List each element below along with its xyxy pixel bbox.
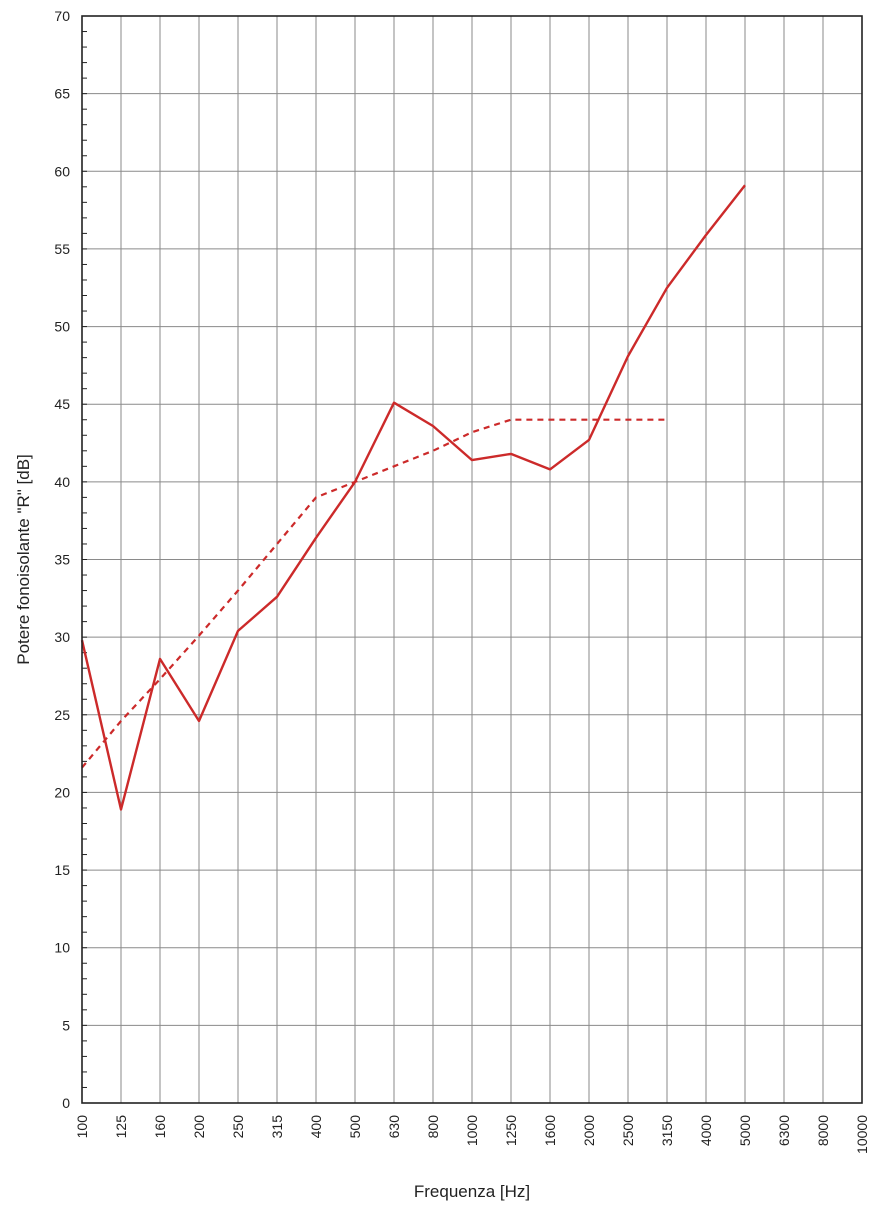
x-tick-label: 10000	[854, 1115, 870, 1154]
x-tick-label: 1000	[464, 1115, 480, 1146]
x-tick-label: 2500	[620, 1115, 636, 1146]
y-tick-label: 5	[62, 1017, 70, 1033]
y-tick-label: 0	[62, 1095, 70, 1111]
y-tick-label: 15	[54, 862, 70, 878]
x-tick-label: 8000	[815, 1115, 831, 1146]
x-tick-label: 400	[308, 1115, 324, 1139]
x-tick-label: 3150	[659, 1115, 675, 1146]
x-tick-label: 6300	[776, 1115, 792, 1146]
x-tick-label: 800	[425, 1115, 441, 1139]
y-tick-label: 50	[54, 319, 70, 335]
y-tick-label: 40	[54, 474, 70, 490]
series-layer	[80, 184, 746, 811]
x-tick-label: 160	[152, 1115, 168, 1139]
y-tick-label: 30	[54, 629, 70, 645]
y-tick-label: 25	[54, 707, 70, 723]
y-tick-label: 35	[54, 552, 70, 568]
x-tick-label: 250	[230, 1115, 246, 1139]
x-tick-label: 630	[386, 1115, 402, 1139]
x-tick-label: 500	[347, 1115, 363, 1139]
x-axis-ticks: 100 125 160 200 250 315 400 500 630 800 1000 1250 16…	[74, 1115, 870, 1154]
x-tick-label: 200	[191, 1115, 207, 1139]
x-tick-label: 125	[113, 1115, 129, 1139]
x-axis-label: Frequenza [Hz]	[414, 1182, 530, 1201]
series-line-solid	[80, 184, 746, 811]
grid	[81, 15, 863, 1104]
y-tick-label: 55	[54, 241, 70, 257]
x-tick-label: 1250	[503, 1115, 519, 1146]
y-tick-label: 65	[54, 86, 70, 102]
y-tick-label: 45	[54, 396, 70, 412]
y-axis-label: Potere fonoisolante "R" [dB]	[14, 454, 33, 665]
y-tick-label: 10	[54, 940, 70, 956]
y-tick-label: 70	[54, 8, 70, 24]
x-tick-label: 5000	[737, 1115, 753, 1146]
x-tick-label: 315	[269, 1115, 285, 1139]
plot-frame	[81, 15, 863, 1104]
x-tick-label: 2000	[581, 1115, 597, 1146]
x-tick-label: 4000	[698, 1115, 714, 1146]
series-line-dashed	[81, 418, 667, 769]
y-axis-ticks: 0 5 10 15 20 25 30 35 40 45 50 55 60 65 70	[54, 8, 70, 1111]
y-tick-label: 60	[54, 163, 70, 179]
y-tick-label: 20	[54, 784, 70, 800]
x-tick-label: 100	[74, 1115, 90, 1139]
x-tick-label: 1600	[542, 1115, 558, 1146]
